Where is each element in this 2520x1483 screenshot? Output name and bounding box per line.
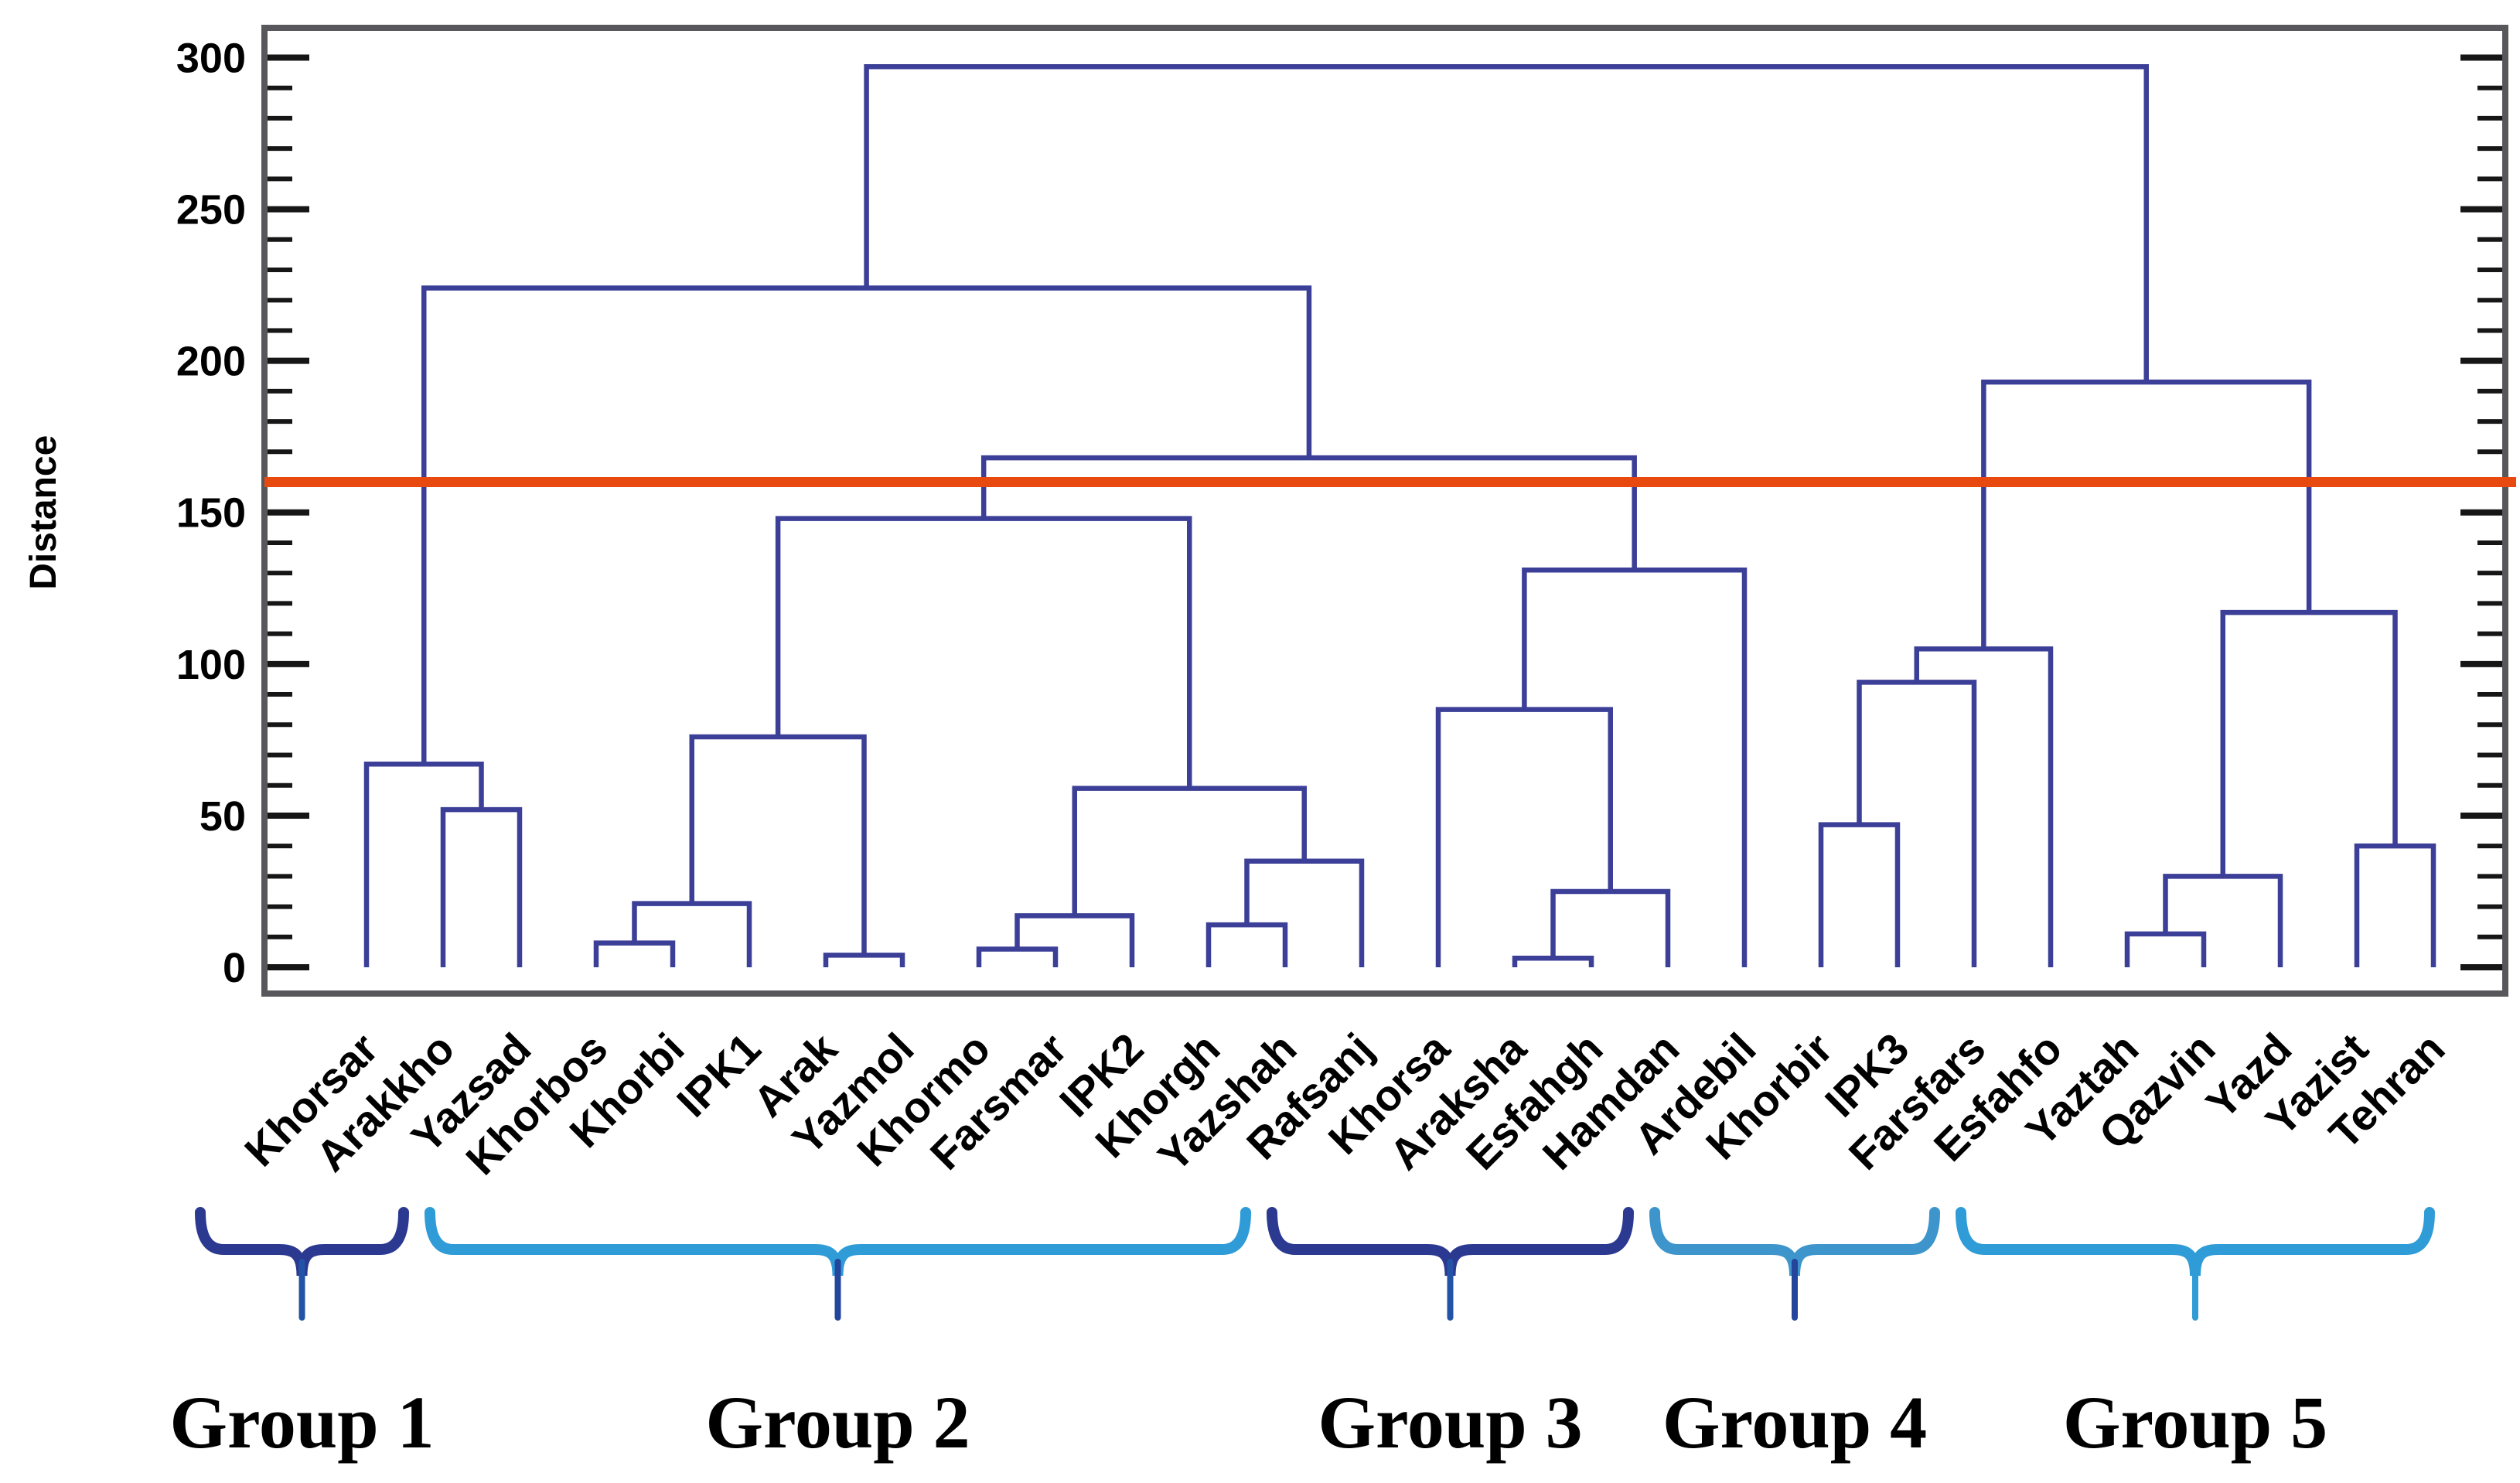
dendrogram-link — [775, 516, 1192, 789]
dendrogram-link — [864, 64, 2149, 383]
group-label-3: Group 3 — [1318, 1381, 1582, 1464]
dendrogram-link — [363, 761, 484, 967]
dendrogram-link — [2220, 609, 2398, 877]
dendrogram-link — [2354, 843, 2436, 967]
dendrogram-link — [1914, 646, 2054, 967]
dendrogram-link — [1550, 888, 1671, 967]
y-axis-title: Distance — [23, 435, 64, 590]
dendrogram-link — [976, 946, 1059, 967]
dendrogram-link — [1522, 568, 1748, 967]
dendrogram-link — [1205, 922, 1288, 967]
dendrogram-link — [980, 455, 1637, 571]
y-tick-label: 300 — [176, 35, 246, 81]
dendrogram-link — [632, 901, 752, 967]
dendrogram-link — [1818, 822, 1901, 967]
group-label-4: Group 4 — [1662, 1381, 1927, 1464]
dendrogram-link — [2124, 931, 2207, 967]
dendrogram-link — [1244, 858, 1365, 967]
leaf-label-ipk1: IPK1 — [667, 1024, 770, 1127]
y-tick-label: 150 — [176, 490, 246, 537]
dendrogram-link — [823, 953, 905, 967]
y-tick-label: 100 — [176, 642, 246, 688]
dendrogram-link — [1014, 913, 1135, 967]
dendrogram-link — [593, 940, 676, 967]
dendrogram-link — [2163, 874, 2283, 967]
group-label-2: Group 2 — [705, 1381, 970, 1464]
y-tick-label: 50 — [199, 793, 246, 840]
dendrogram-link — [1435, 707, 1613, 967]
dendrogram-link — [689, 734, 867, 956]
y-tick-label: 0 — [223, 945, 246, 991]
group-label-1: Group 1 — [169, 1381, 434, 1464]
plot-frame — [261, 25, 2508, 997]
group-label-5: Group 5 — [2063, 1381, 2327, 1464]
dendrogram-link — [1512, 955, 1594, 967]
dendrogram-link — [1072, 786, 1307, 916]
dendrogram-link — [421, 285, 1312, 765]
dendrogram-link — [440, 806, 523, 967]
dendrogram-link — [1981, 379, 2312, 649]
y-tick-label: 200 — [176, 339, 246, 385]
y-tick-label: 250 — [176, 187, 246, 234]
